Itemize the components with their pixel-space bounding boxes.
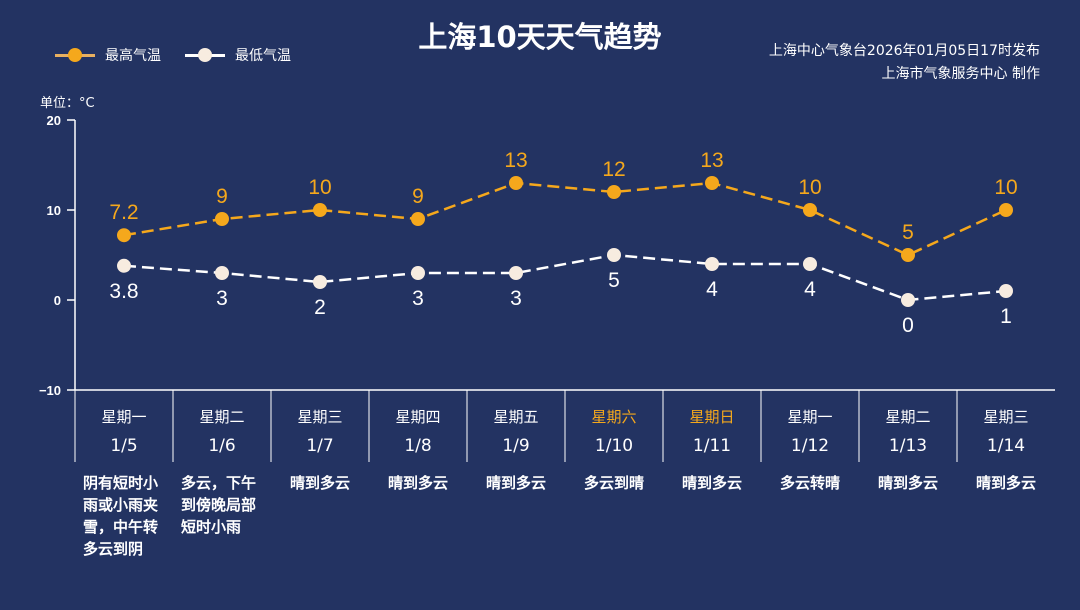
weather-description: 晴到多云 [681, 474, 742, 492]
high-temp-point [607, 185, 621, 199]
low-temp-label: 3 [412, 287, 424, 310]
high-temp-point [705, 176, 719, 190]
date: 1/11 [692, 436, 732, 456]
low-temp-label: 0 [902, 314, 914, 337]
high-temp-label: 5 [902, 221, 914, 244]
legend-high: 最高气温 [55, 45, 161, 65]
high-temp-point [215, 212, 229, 226]
weekday: 星期五 [493, 408, 539, 426]
y-tick-label: 20 [47, 113, 61, 128]
low-temp-point [705, 257, 719, 271]
weather-description: 晴到多云 [387, 474, 448, 492]
high-temp-point [803, 203, 817, 217]
weather-description: 晴到多云 [289, 474, 350, 492]
y-tick-label: 10 [47, 203, 61, 218]
low-temp-point [117, 258, 131, 273]
day-column: 星期三 1/14 晴到多云 [957, 392, 1055, 494]
high-temp-label: 10 [308, 176, 331, 199]
y-tick-label: 0 [54, 293, 61, 308]
low-temp-point [607, 248, 621, 262]
weather-description: 晴到多云 [975, 474, 1036, 492]
weekday: 星期二 [885, 408, 931, 426]
day-column: 星期三 1/7 晴到多云 [271, 392, 369, 494]
legend-high-label: 最高气温 [105, 48, 161, 64]
day-column: 星期四 1/8 晴到多云 [369, 392, 467, 494]
low-temp-label: 2 [314, 296, 326, 319]
low-temp-label: 3.8 [109, 280, 138, 303]
low-temp-point [509, 266, 523, 280]
weekday: 星期一 [101, 408, 147, 426]
high-temp-label: 9 [216, 185, 228, 208]
date: 1/7 [306, 436, 334, 456]
weekday: 星期四 [395, 408, 441, 426]
producer: 上海市气象服务中心 制作 [881, 66, 1040, 82]
day-column: 星期一 1/5 阴有短时小雨或小雨夹雪，中午转多云到阴 [75, 392, 173, 560]
day-column: 星期一 1/12 多云转晴 [761, 392, 859, 494]
low-temp-point [901, 293, 915, 307]
weekday: 星期三 [983, 408, 1029, 426]
low-temp-label: 1 [1000, 305, 1012, 328]
low-temp-label: 5 [608, 269, 620, 292]
low-temp-label: 4 [706, 278, 718, 301]
high-temp-label: 13 [700, 149, 723, 172]
day-column: 星期二 1/6 多云，下午到傍晚局部短时小雨 [173, 392, 271, 538]
low-temp-line [123, 253, 1007, 302]
low-temp-point [999, 284, 1013, 298]
day-column: 星期日 1/11 晴到多云 [663, 392, 761, 494]
y-tick-label: −10 [39, 383, 61, 398]
low-temp-label: 4 [804, 278, 816, 301]
day-column: 星期六 1/10 多云到晴 [565, 392, 663, 494]
high-temp-line [123, 181, 1007, 257]
weekday: 星期二 [199, 408, 245, 426]
day-column: 星期五 1/9 晴到多云 [467, 392, 565, 494]
legend-low: 最低气温 [185, 45, 291, 65]
date: 1/8 [404, 436, 432, 456]
high-temp-point [411, 212, 425, 226]
weekday: 星期一 [787, 408, 833, 426]
high-temp-point [999, 203, 1013, 217]
publish-time: 上海中心气象台2026年01月05日17时发布 [768, 43, 1040, 59]
weekday: 星期日 [689, 408, 735, 426]
high-temp-label: 12 [602, 158, 625, 181]
day-column: 星期二 1/13 晴到多云 [859, 392, 957, 494]
weather-description: 多云转晴 [779, 474, 840, 492]
weekday: 星期三 [297, 408, 343, 426]
low-temp-point [215, 266, 229, 280]
high-temp-label: 13 [504, 149, 527, 172]
high-temp-point [901, 248, 915, 262]
date: 1/14 [986, 436, 1026, 456]
date: 1/6 [208, 436, 236, 456]
unit-label: 单位：°C [40, 96, 95, 111]
weather-description: 多云，下午到傍晚局部短时小雨 [181, 474, 257, 536]
high-temp-point [509, 176, 523, 190]
legend-high-marker-icon [55, 48, 95, 62]
low-temp-point [803, 257, 817, 271]
date: 1/9 [502, 436, 530, 456]
weather-description: 晴到多云 [877, 474, 938, 492]
high-temp-label: 10 [994, 176, 1017, 199]
high-temp-point [117, 228, 131, 243]
high-temp-point [313, 203, 327, 217]
date: 1/12 [790, 436, 830, 456]
high-temp-label: 10 [798, 176, 821, 199]
high-temp-label: 9 [412, 185, 424, 208]
legend-low-label: 最低气温 [235, 48, 291, 64]
low-temp-label: 3 [510, 287, 522, 310]
weather-description: 多云到晴 [583, 474, 644, 492]
legend-low-marker-icon [185, 48, 225, 62]
publisher-info: 上海中心气象台2026年01月05日17时发布 上海市气象服务中心 制作 [769, 40, 1040, 86]
weekday: 星期六 [591, 408, 637, 426]
low-temp-point [411, 266, 425, 280]
date: 1/5 [110, 436, 138, 456]
high-temp-label: 7.2 [109, 201, 138, 224]
low-temp-label: 3 [216, 287, 228, 310]
date: 1/13 [888, 436, 928, 456]
page-title: 上海10天天气趋势 [418, 20, 662, 54]
date: 1/10 [594, 436, 634, 456]
low-temp-point [313, 275, 327, 289]
weather-description: 晴到多云 [485, 474, 546, 492]
weather-description: 阴有短时小雨或小雨夹雪，中午转多云到阴 [83, 474, 159, 558]
